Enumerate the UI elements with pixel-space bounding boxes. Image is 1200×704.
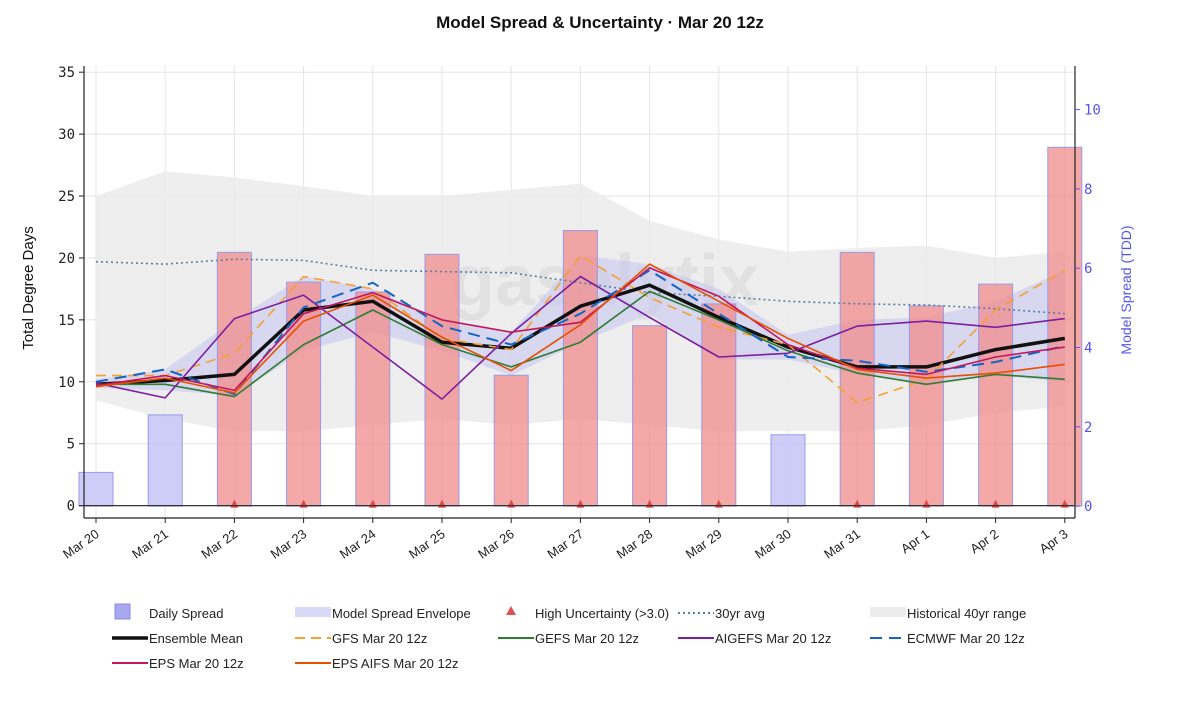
legend-item: GFS Mar 20 12z (295, 631, 427, 646)
legend-swatch-band (870, 607, 906, 617)
x-tick-label: Mar 23 (268, 526, 310, 561)
legend-item: Model Spread Envelope (295, 606, 471, 621)
axes (83, 66, 1076, 519)
y2-tick-label: 4 (1084, 341, 1092, 357)
legend-item: ECMWF Mar 20 12z (870, 631, 1025, 646)
legend-label: High Uncertainty (>3.0) (535, 606, 669, 621)
daily-spread-bar (839, 251, 875, 507)
eps-aifs-mar-20-12z-line (95, 263, 1065, 394)
eps-mar-20-12z-line (95, 267, 1065, 392)
gefs-mar-20-12z-line (96, 290, 1065, 398)
y2-tick-label: 0 (1084, 499, 1092, 515)
legend-item: EPS AIFS Mar 20 12z (295, 656, 458, 671)
y-tick-label: 15 (58, 313, 75, 329)
chart-title: Model Spread & Uncertainty · Mar 20 12z (436, 13, 764, 32)
x-tick-label: Mar 27 (544, 526, 586, 561)
daily-spread-bar (701, 303, 737, 507)
x-tick-label: Mar 31 (821, 526, 863, 561)
daily-spread-bar (286, 281, 322, 507)
daily-spread-bars (78, 146, 1083, 507)
legend-swatch-band (295, 607, 331, 617)
legend-swatch-bar (114, 603, 131, 620)
legend-label: Ensemble Mean (149, 631, 243, 646)
legend-label: Daily Spread (149, 606, 223, 621)
series-lines (95, 254, 1066, 404)
legend-label: ECMWF Mar 20 12z (907, 631, 1025, 646)
x-tick-label: Apr 2 (967, 526, 1001, 556)
legend-item: GEFS Mar 20 12z (498, 631, 639, 646)
legend-label: 30yr avg (715, 606, 765, 621)
daily-spread-bar (78, 471, 114, 507)
x-tick-label: Mar 25 (406, 526, 448, 561)
legend-item: AIGEFS Mar 20 12z (678, 631, 831, 646)
y-axis-ticks: 0 5 10 15 20 25 30 35 (58, 65, 84, 515)
x-tick-label: Mar 26 (475, 526, 517, 561)
y-tick-label: 30 (58, 127, 75, 143)
y2-axis-ticks: 0 2 4 6 8 10 (1075, 103, 1101, 515)
x-tick-label: Mar 28 (614, 526, 656, 561)
x-tick-label: Mar 21 (129, 526, 171, 561)
y-tick-label: 5 (67, 437, 75, 453)
x-tick-label: Mar 29 (683, 526, 725, 561)
x-tick-label: Mar 20 (60, 526, 102, 561)
legend-label: Historical 40yr range (907, 606, 1026, 621)
y-tick-label: 20 (58, 251, 75, 267)
daily-spread-bar (147, 414, 183, 507)
y2-tick-label: 2 (1084, 420, 1092, 436)
aigefs-mar-20-12z-line (95, 275, 1065, 400)
legend-item: Historical 40yr range (870, 606, 1026, 621)
legend-item: High Uncertainty (>3.0) (506, 606, 669, 621)
daily-spread-bar (424, 253, 460, 507)
daily-spread-bar (355, 291, 391, 507)
y2-axis-label: Model Spread (TDD) (1118, 225, 1134, 354)
legend-label: EPS Mar 20 12z (149, 656, 244, 671)
daily-spread-bar (493, 374, 529, 507)
gfs-mar-20-12z-line (96, 254, 1066, 404)
legend-label: Model Spread Envelope (332, 606, 471, 621)
x-tick-label: Mar 30 (752, 526, 794, 561)
y2-tick-label: 10 (1084, 103, 1101, 119)
x-tick-label: Apr 1 (898, 526, 932, 556)
legend-item: Daily Spread (114, 603, 223, 621)
30yr-avg-line (95, 258, 1065, 315)
ensemble-mean-line (95, 283, 1066, 387)
legend-item: EPS Mar 20 12z (112, 656, 244, 671)
legend-item: Ensemble Mean (112, 631, 243, 646)
legend-label: GEFS Mar 20 12z (535, 631, 639, 646)
daily-spread-bar (1047, 146, 1083, 507)
x-axis-ticks: Mar 20 Mar 21 Mar 22 Mar 23 Mar 24 Mar 25 Mar … (60, 518, 1071, 562)
daily-spread-bar (632, 325, 668, 507)
y2-tick-label: 6 (1084, 261, 1092, 277)
daily-spread-bar (770, 434, 806, 507)
legend-item: 30yr avg (678, 606, 765, 621)
y-tick-label: 25 (58, 189, 75, 205)
x-tick-label: Mar 24 (337, 526, 379, 561)
legend: Daily Spread Model Spread Envelope High Un… (112, 603, 1026, 671)
legend-label: GFS Mar 20 12z (332, 631, 427, 646)
y-axis-label: Total Degree Days (20, 226, 37, 349)
legend-label: EPS AIFS Mar 20 12z (332, 656, 458, 671)
legend-label: AIGEFS Mar 20 12z (715, 631, 831, 646)
y-tick-label: 0 (67, 499, 75, 515)
daily-spread-bar (978, 283, 1014, 507)
y-tick-label: 35 (58, 65, 75, 81)
y2-tick-label: 8 (1084, 182, 1092, 198)
x-tick-label: Apr 3 (1036, 526, 1070, 556)
daily-spread-bar (908, 305, 944, 507)
legend-swatch-triangle (506, 606, 516, 615)
y-tick-label: 10 (58, 375, 75, 391)
x-tick-label: Mar 22 (198, 526, 240, 561)
